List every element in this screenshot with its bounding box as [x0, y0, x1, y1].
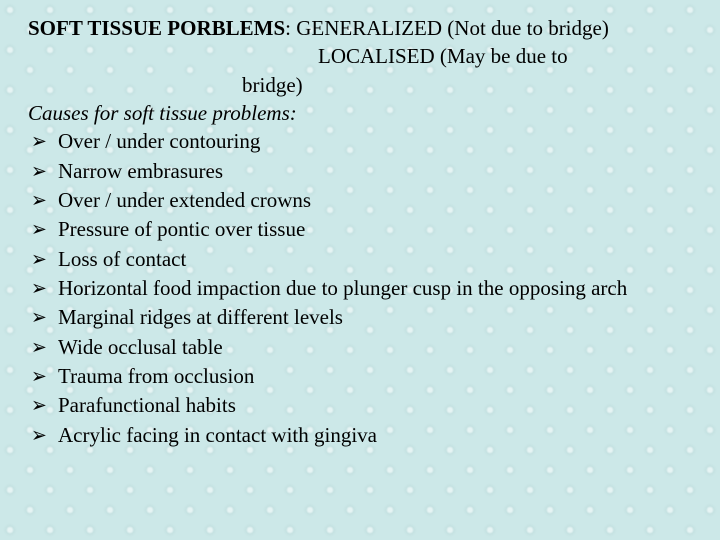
heading-bold: SOFT TISSUE PORBLEMS [28, 16, 285, 40]
heading-line-2: LOCALISED (May be due to [28, 42, 696, 70]
heading-line-3: bridge) [28, 71, 696, 99]
list-item: Horizontal food impaction due to plunger… [30, 274, 696, 303]
list-item: Over / under extended crowns [30, 186, 696, 215]
list-item: Trauma from occlusion [30, 362, 696, 391]
list-item: Over / under contouring [30, 127, 696, 156]
heading-rest: : GENERALIZED (Not due to bridge) [285, 16, 609, 40]
list-item: Loss of contact [30, 245, 696, 274]
heading-line-1: SOFT TISSUE PORBLEMS: GENERALIZED (Not d… [28, 14, 696, 42]
list-item: Narrow embrasures [30, 157, 696, 186]
subheading: Causes for soft tissue problems: [28, 99, 696, 127]
slide-content: SOFT TISSUE PORBLEMS: GENERALIZED (Not d… [0, 0, 720, 540]
causes-list: Over / under contouring Narrow embrasure… [28, 127, 696, 450]
list-item: Wide occlusal table [30, 333, 696, 362]
list-item: Pressure of pontic over tissue [30, 215, 696, 244]
list-item: Acrylic facing in contact with gingiva [30, 421, 696, 450]
list-item: Marginal ridges at different levels [30, 303, 696, 332]
list-item: Parafunctional habits [30, 391, 696, 420]
